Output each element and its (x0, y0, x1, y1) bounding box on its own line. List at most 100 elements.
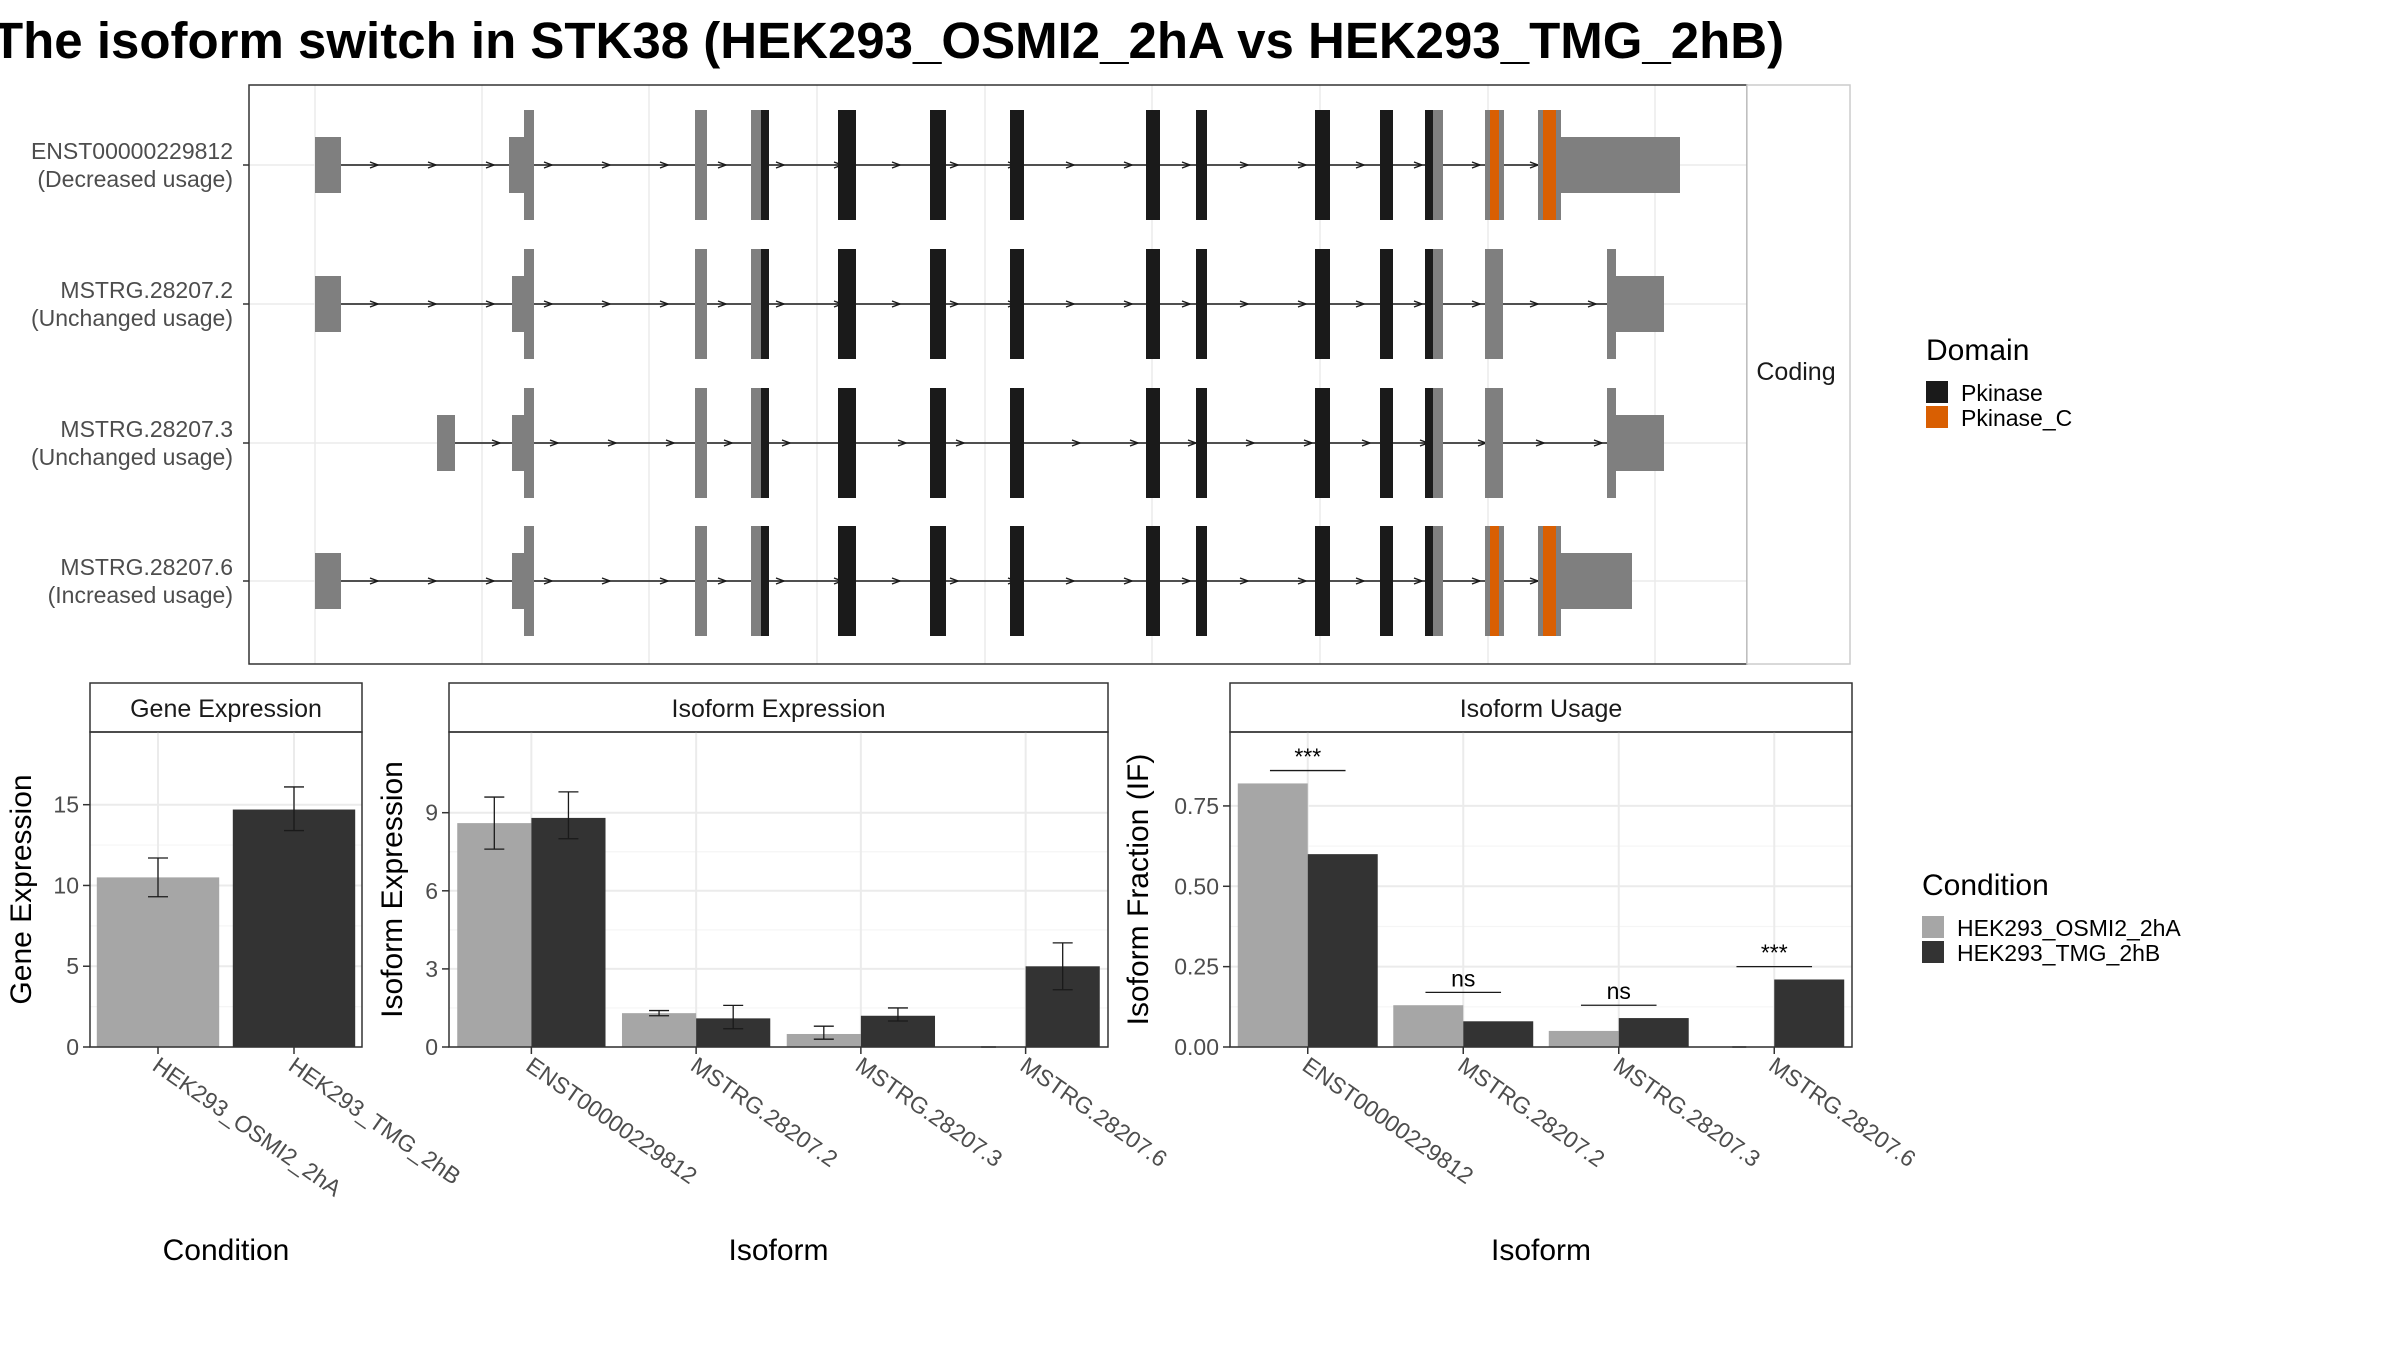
strand-arrow (1239, 577, 1250, 585)
y-tick-label: 0 (66, 1034, 79, 1060)
strand-arrow (1535, 439, 1546, 447)
bar (621, 1013, 697, 1047)
pkinase-domain (930, 249, 946, 359)
domain-legend-label: Pkinase (1961, 380, 2043, 406)
pkinase-domain (1315, 388, 1330, 498)
strand-arrow (1471, 577, 1482, 585)
pkinase-domain (1196, 388, 1207, 498)
x-tick-label: MSTRG.28207.3 (1609, 1052, 1765, 1172)
coding-facet-label: Coding (1756, 358, 1835, 386)
strand-arrow (485, 577, 496, 585)
strand-arrow (1413, 577, 1424, 585)
pkinase-domain (1146, 110, 1160, 220)
error-bar (1052, 942, 1073, 991)
error-bar (484, 796, 505, 850)
strand-arrow (601, 577, 612, 585)
pkinase-domain (930, 526, 946, 636)
pkinase-domain (1380, 249, 1393, 359)
y-tick-label: 6 (425, 878, 438, 904)
error-bar (723, 1004, 744, 1030)
coding-exon (695, 526, 707, 636)
pkinase-domain (1315, 249, 1330, 359)
utr-exon (315, 137, 341, 193)
utr-exon (1616, 276, 1664, 332)
pkinase-domain (1146, 526, 1160, 636)
coding-exon (1433, 110, 1443, 220)
domain-legend-title: Domain (1926, 334, 2029, 367)
strand-arrow (1297, 300, 1308, 308)
strand-arrow (549, 439, 560, 447)
strand-arrow (1065, 161, 1076, 169)
panel-border (1229, 731, 1853, 1048)
pkinase-domain (1315, 110, 1330, 220)
strand-arrow (491, 439, 502, 447)
strand-arrow (659, 300, 670, 308)
pkinase-domain (1380, 388, 1393, 498)
pkinase-domain (1425, 110, 1433, 220)
error-bar (649, 1009, 670, 1017)
y-axis-title: Isoform Expression (376, 761, 409, 1018)
domain-legend-swatch (1926, 381, 1948, 403)
utr-exon (509, 137, 524, 193)
strand-arrow (427, 300, 438, 308)
transcript-usage-note: (Unchanged usage) (31, 305, 233, 331)
x-axis-title: Isoform (1491, 1234, 1591, 1267)
panel-strip (89, 682, 363, 733)
domain-legend-label: Pkinase_C (1961, 405, 2072, 431)
pkinase-domain (1010, 388, 1024, 498)
strand-arrow (659, 577, 670, 585)
pkinase-domain (838, 110, 856, 220)
y-axis-title: Isoform Fraction (IF) (1122, 754, 1155, 1026)
utr-exon (315, 276, 341, 332)
pkinase-domain (1315, 526, 1330, 636)
strand-arrow (601, 161, 612, 169)
pkinase-domain (1146, 388, 1160, 498)
strand-arrow (1355, 161, 1366, 169)
strand-arrow (781, 439, 792, 447)
pkinase-domain (1380, 526, 1393, 636)
strand-arrow (369, 300, 380, 308)
strand-arrow (1413, 161, 1424, 169)
x-tick-label: ENST00000229812 (522, 1052, 702, 1189)
panel-title: Isoform Expression (672, 695, 886, 723)
transcript-track-2 (315, 249, 1664, 359)
strand-arrow (485, 161, 496, 169)
pkinase-domain (761, 526, 769, 636)
domain-legend-swatch (1926, 406, 1948, 428)
strand-arrow (723, 439, 734, 447)
condition-legend-label: HEK293_OSMI2_2hA (1957, 915, 2181, 941)
strand-arrow (1245, 439, 1256, 447)
strand-arrow (1239, 161, 1250, 169)
pkinase-domain (1196, 526, 1207, 636)
utr-exon (1616, 415, 1664, 471)
strand-arrow (607, 439, 618, 447)
y-tick-label: 9 (425, 800, 438, 826)
panel-title: Gene Expression (130, 695, 322, 723)
significance-label: ns (1607, 978, 1631, 1004)
transcript-track-1 (315, 110, 1680, 220)
utr-exon (315, 553, 341, 609)
pkinase-domain (930, 388, 946, 498)
bar (1237, 783, 1308, 1047)
bar (1774, 979, 1845, 1047)
x-tick-label: ENST00000229812 (1298, 1052, 1478, 1189)
pkinase-c-domain (1543, 110, 1556, 220)
coding-exon (695, 249, 707, 359)
structure-plot-background (249, 85, 1747, 664)
strand-arrow (949, 300, 960, 308)
x-tick-label: MSTRG.28207.6 (1764, 1052, 1920, 1172)
coding-exon (751, 249, 761, 359)
y-tick-label: 0.25 (1174, 954, 1219, 980)
pkinase-domain (1010, 249, 1024, 359)
y-tick-label: 10 (53, 872, 79, 898)
transcript-label: MSTRG.28207.2 (60, 277, 233, 303)
strand-arrow (1361, 439, 1372, 447)
y-tick-label: 15 (53, 792, 79, 818)
utr-exon (512, 276, 524, 332)
bar (1463, 1021, 1534, 1047)
strand-arrow (1181, 577, 1192, 585)
error-bar (887, 1007, 908, 1022)
coding-facet-strip (1746, 84, 1851, 665)
bar (1393, 1005, 1464, 1047)
